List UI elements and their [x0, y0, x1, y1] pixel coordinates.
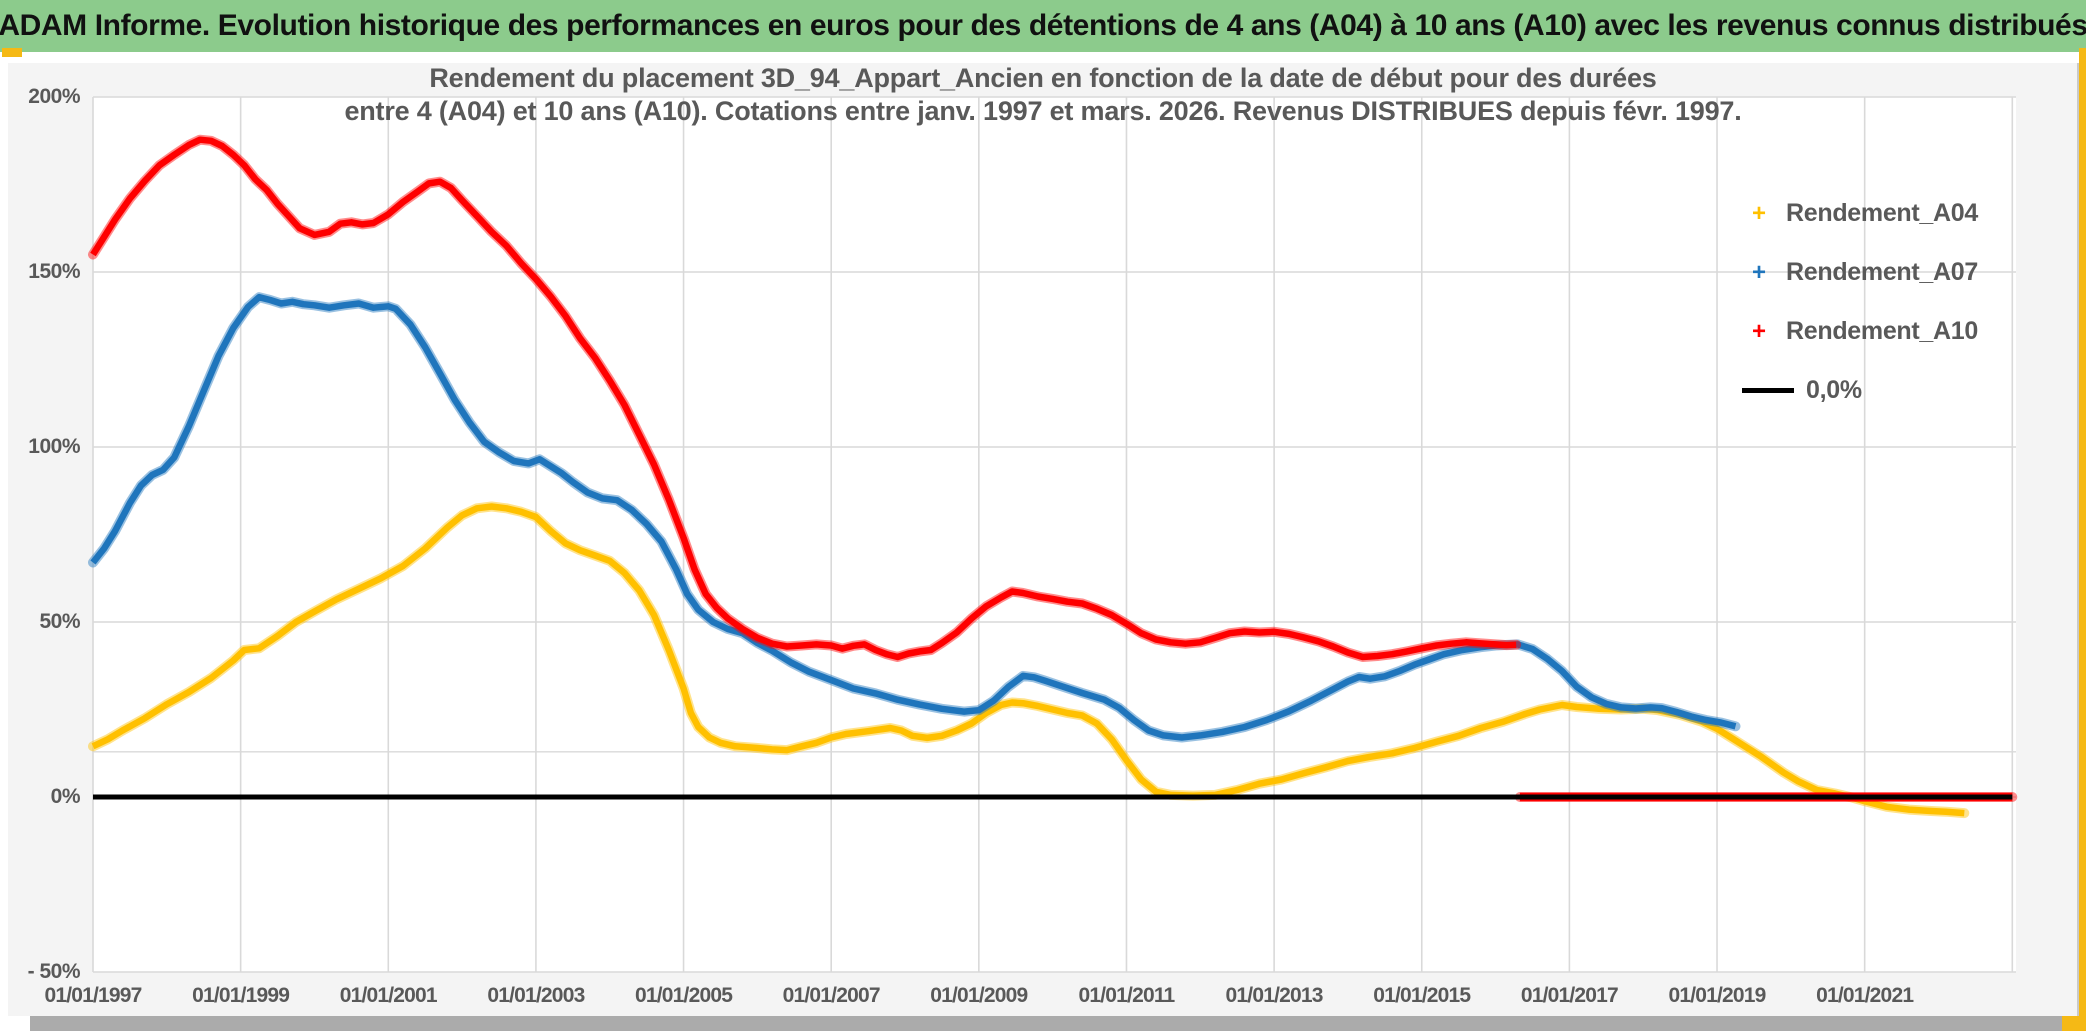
- legend-item-label: 0,0%: [1806, 376, 1862, 404]
- x-tick-label-2009: 01/01/2009: [930, 984, 1028, 1007]
- header-title: ADAM Informe. Evolution historique des p…: [0, 9, 2086, 42]
- legend-item-rendement-a07[interactable]: + Rendement_A07: [1742, 243, 1978, 302]
- gold-bottom-right-corner: [2062, 1016, 2086, 1031]
- x-tick-label-2021: 01/01/2021: [1816, 984, 1914, 1007]
- x-tick-label-2003: 01/01/2003: [487, 984, 585, 1007]
- x-tick-label-2019: 01/01/2019: [1668, 984, 1766, 1007]
- x-tick-label-2013: 01/01/2013: [1225, 984, 1324, 1007]
- y-tick-label-150: 150%: [28, 260, 80, 283]
- zero-line-sample-icon: [1742, 388, 1794, 393]
- plus-marker-icon: +: [1751, 317, 1766, 345]
- y-tick-label-0: 0%: [50, 785, 81, 808]
- chart-title-line1: Rendement du placement 3D_94_Appart_Anci…: [429, 63, 1657, 93]
- legend-item-0-0-[interactable]: 0,0%: [1742, 361, 1978, 420]
- legend-item-rendement-a10[interactable]: + Rendement_A10: [1742, 302, 1978, 361]
- chart-right-border: [2077, 63, 2079, 1016]
- plot-area: [93, 97, 2016, 972]
- legend-item-label: Rendement_A07: [1786, 258, 1978, 286]
- series-Rendement_A04-halo-0: [88, 501, 1970, 819]
- plus-marker-icon: +: [1751, 258, 1766, 286]
- series-Rendement_A04-segment-0: [91, 503, 1965, 817]
- chart-title-line2: entre 4 (A04) et 10 ans (A10). Cotations…: [344, 96, 1742, 126]
- bottom-scrollbar-strip[interactable]: [30, 1016, 2066, 1031]
- x-tick-label-1999: 01/01/1999: [192, 984, 290, 1007]
- y-tick-label-50: 50%: [39, 610, 80, 633]
- series-Rendement_A10-segment-0: [90, 136, 1517, 661]
- y-tick-label-100: 100%: [28, 435, 80, 458]
- x-tick-label-2017: 01/01/2017: [1520, 984, 1619, 1007]
- legend-item-label: Rendement_A10: [1786, 317, 1978, 345]
- gold-right-edge: [2079, 48, 2086, 1031]
- header-bar: ADAM Informe. Evolution historique des p…: [0, 0, 2086, 52]
- legend: + Rendement_A04 + Rendement_A07 + Rendement_A…: [1742, 184, 1978, 420]
- gold-left-mark: [2, 48, 22, 57]
- y-tick-label-200: 200%: [28, 85, 80, 108]
- x-tick-label-2005: 01/01/2005: [634, 984, 733, 1007]
- header-gap: [0, 52, 2086, 63]
- plus-marker-icon: +: [1751, 199, 1766, 227]
- legend-item-rendement-a04[interactable]: + Rendement_A04: [1742, 184, 1978, 243]
- x-tick-label-2007: 01/01/2007: [782, 984, 881, 1007]
- series-Rendement_A10-halo-0: [88, 134, 1522, 662]
- x-tick-label-1997: 01/01/1997: [44, 984, 142, 1007]
- x-tick-label-2015: 01/01/2015: [1373, 984, 1471, 1007]
- series-Rendement_A07-segment-0: [90, 293, 1737, 741]
- y-tick-label--50: - 50%: [27, 960, 81, 983]
- x-tick-label-2011: 01/01/2011: [1078, 984, 1175, 1007]
- legend-item-label: Rendement_A04: [1786, 199, 1978, 227]
- chart-title: Rendement du placement 3D_94_Appart_Anci…: [0, 62, 2086, 128]
- series-Rendement_A07-halo-0: [88, 292, 1741, 743]
- x-tick-label-2001: 01/01/2001: [339, 984, 438, 1007]
